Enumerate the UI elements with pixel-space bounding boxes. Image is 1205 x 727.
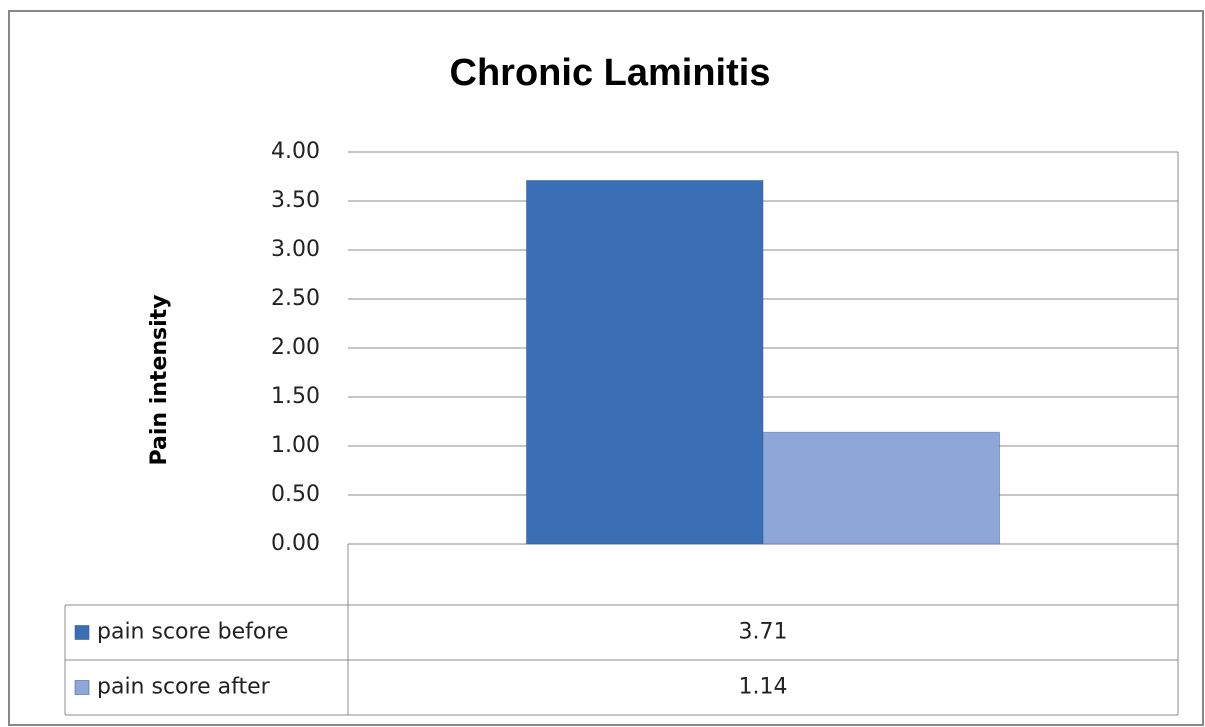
y-tick-label: 1.00 bbox=[271, 433, 320, 458]
legend-key bbox=[74, 625, 90, 640]
legend-key bbox=[74, 680, 90, 695]
table-value: 1.14 bbox=[739, 675, 788, 700]
legend-label: pain score after bbox=[97, 675, 271, 700]
bar bbox=[762, 431, 1001, 545]
bar bbox=[525, 179, 764, 545]
y-tick-label: 2.00 bbox=[271, 335, 320, 360]
y-tick-label: 2.50 bbox=[271, 286, 320, 311]
y-tick-label: 3.50 bbox=[271, 188, 320, 213]
chart-title: Chronic Laminitis bbox=[450, 52, 771, 94]
legend-label: pain score before bbox=[97, 620, 288, 645]
y-tick-label: 3.00 bbox=[271, 237, 320, 262]
y-tick-label: 1.50 bbox=[271, 384, 320, 409]
y-tick-label: 4.00 bbox=[271, 139, 320, 164]
table-value: 3.71 bbox=[739, 620, 788, 645]
y-tick-label: 0.50 bbox=[271, 482, 320, 507]
y-tick-label: 0.00 bbox=[271, 531, 320, 556]
y-axis-label: Pain intensity bbox=[147, 294, 172, 465]
